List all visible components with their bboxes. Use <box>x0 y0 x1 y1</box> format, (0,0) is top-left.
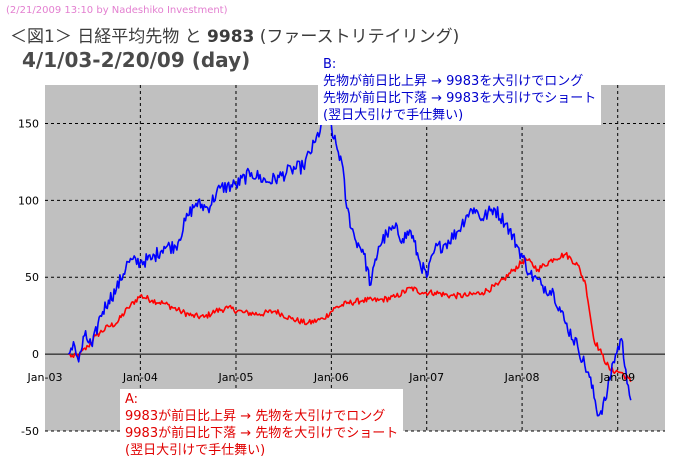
annotation-b-line3: (翌日大引けで手仕舞い) <box>323 108 464 123</box>
y-tick-label: 100 <box>18 194 39 207</box>
annotation-a-line1: 9983が前日比上昇 → 先物を大引けでロング <box>125 409 386 424</box>
series-layer <box>67 104 632 417</box>
chart-period: 4/1/03-2/20/09 (day) <box>22 48 251 72</box>
x-tick-label: Jan-05 <box>218 371 254 384</box>
annotation-b-label: B: <box>323 57 337 72</box>
annotation-b-line2: 先物が前日比下落 → 9983を大引けでショート <box>323 91 597 106</box>
annotation-a-line2: 9983が前日比下落 → 先物を大引けでショート <box>125 426 399 441</box>
series-line-b <box>67 104 632 417</box>
title-main: 日経平均先物 と <box>77 27 202 47</box>
x-tick-label: Jan-06 <box>313 371 349 384</box>
annotation-b: B: 先物が前日比上昇 → 9983を大引けでロング 先物が前日比下落 → 99… <box>318 54 602 125</box>
y-tick-label: 0 <box>32 348 39 361</box>
annotation-a: A: 9983が前日比上昇 → 先物を大引けでロング 9983が前日比下落 → … <box>120 389 404 460</box>
y-tick-label: 150 <box>18 117 39 130</box>
x-tick-label: Jan-08 <box>504 371 540 384</box>
y-tick-label: -50 <box>21 425 39 438</box>
annotation-b-line1: 先物が前日比上昇 → 9983を大引けでロング <box>323 74 584 89</box>
title-suffix: (ファーストリテイリング) <box>259 27 460 47</box>
x-axis: Jan-03 Jan-04 Jan-05 Jan-06 Jan-07 Jan-08 Jan-… <box>27 371 636 384</box>
y-axis: -50 0 50 100 150 <box>18 117 39 438</box>
y-tick-label: 50 <box>25 271 39 284</box>
annotation-a-label: A: <box>125 392 139 407</box>
chart-title: ＜図1＞ 日経平均先物 と 9983 (ファーストリテイリング) <box>10 22 459 47</box>
series-line-a <box>68 251 632 383</box>
x-tick-label: Jan-04 <box>122 371 158 384</box>
watermark: (2/21/2009 13:10 by Nadeshiko Investment… <box>6 5 228 16</box>
annotation-a-line3: (翌日大引けで手仕舞い) <box>125 443 266 458</box>
title-code: 9983 <box>207 27 255 47</box>
title-prefix: ＜図1＞ <box>10 27 72 47</box>
x-tick-label: Jan-03 <box>27 371 63 384</box>
x-tick-label: Jan-07 <box>408 371 444 384</box>
x-tick-label: Jan-09 <box>599 371 635 384</box>
